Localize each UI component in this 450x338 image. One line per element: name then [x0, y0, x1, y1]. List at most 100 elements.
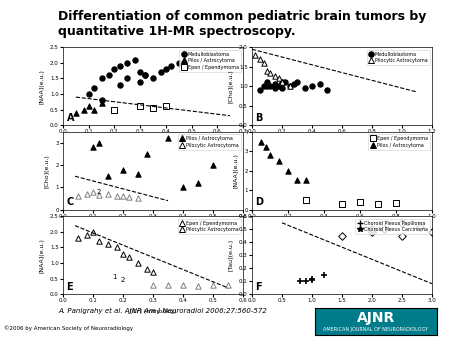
Point [126, 254, 133, 260]
Point [95, 239, 103, 244]
Y-axis label: [NAA](e.u.): [NAA](e.u.) [40, 69, 45, 104]
Text: B: B [256, 113, 263, 123]
Point [266, 70, 274, 75]
Point [356, 199, 364, 204]
X-axis label: [Tau] (mmol/kg): [Tau] (mmol/kg) [128, 140, 178, 145]
Point [263, 145, 270, 150]
Point [167, 63, 175, 69]
Text: 1: 1 [112, 274, 116, 280]
Point [85, 104, 92, 109]
Point [416, 224, 423, 230]
Point [392, 200, 400, 206]
Point [271, 74, 278, 79]
Point [263, 68, 270, 73]
Point [124, 60, 131, 66]
Point [275, 76, 283, 81]
Point [428, 229, 436, 235]
Point [85, 91, 92, 97]
Point [293, 178, 301, 183]
Text: AMERICAN JOURNAL OF NEURORADIOLOGY: AMERICAN JOURNAL OF NEURORADIOLOGY [323, 327, 428, 332]
Point [119, 167, 126, 172]
Point [308, 83, 315, 89]
Point [111, 107, 118, 112]
Point [338, 233, 346, 239]
Point [263, 80, 270, 85]
X-axis label: Cho/Cr(e.u.): Cho/Cr(e.u.) [323, 309, 361, 314]
Point [261, 60, 268, 66]
Point [209, 163, 216, 168]
Point [72, 110, 80, 115]
Text: AJNR: AJNR [356, 311, 395, 325]
Point [261, 83, 268, 89]
Point [266, 152, 274, 158]
Point [98, 97, 105, 103]
Point [74, 194, 81, 199]
Point [104, 173, 112, 179]
Point [136, 79, 144, 84]
Point [95, 140, 103, 146]
Point [144, 151, 151, 157]
Point [142, 73, 149, 78]
Point [106, 73, 113, 78]
X-axis label: [Cr] (mmol/kg): [Cr] (mmol/kg) [130, 309, 176, 314]
Point [293, 80, 301, 85]
Point [209, 283, 216, 288]
Point [95, 192, 103, 198]
Point [157, 70, 164, 75]
Point [266, 83, 274, 89]
Point [83, 232, 90, 238]
Text: E: E [67, 282, 73, 292]
Legend: Medulloblastoma, Pilos / Astrocytoma, Epen / Ependymoma: Medulloblastoma, Pilos / Astrocytoma, Ep… [179, 50, 241, 72]
Point [135, 260, 142, 266]
Point [149, 76, 157, 81]
Point [144, 266, 151, 272]
Point [126, 195, 133, 200]
Text: ©2006 by American Society of Neuroradiology: ©2006 by American Society of Neuroradiol… [4, 325, 134, 331]
Y-axis label: [Tau](e.u.): [Tau](e.u.) [229, 239, 234, 271]
Point [74, 235, 81, 241]
Point [286, 83, 293, 89]
Point [113, 194, 121, 199]
Point [374, 201, 382, 207]
Point [286, 83, 293, 89]
Point [256, 56, 263, 62]
Point [119, 194, 126, 199]
Point [90, 189, 97, 194]
Point [302, 197, 310, 202]
Point [83, 191, 90, 197]
Point [290, 81, 297, 87]
Point [279, 86, 286, 91]
Point [116, 63, 123, 69]
Point [119, 251, 126, 256]
Text: A. Panigrahy et al. AJNR Am J Neuroradiol 2006;27:560-572: A. Panigrahy et al. AJNR Am J Neuroradio… [58, 308, 267, 314]
Point [136, 104, 144, 109]
Legend: Pilos / Astrocytoma, Pilocytic Astrocytoma: Pilos / Astrocytoma, Pilocytic Astrocyto… [178, 134, 241, 150]
Point [398, 220, 405, 225]
Legend: Epen / Ependymoma, Pilos / Astrocytoma: Epen / Ependymoma, Pilos / Astrocytoma [368, 134, 430, 150]
Point [164, 282, 171, 287]
Point [136, 70, 144, 75]
Point [104, 191, 112, 197]
Y-axis label: [Cho](e.u.): [Cho](e.u.) [229, 69, 234, 103]
Legend: Epen / Ependymoma, Pilocytic Astrocytoma: Epen / Ependymoma, Pilocytic Astrocytoma [178, 219, 241, 234]
Point [80, 107, 87, 112]
Point [131, 57, 139, 63]
Point [324, 87, 331, 93]
Point [180, 185, 187, 190]
Point [252, 52, 259, 58]
Point [98, 76, 105, 81]
Point [149, 282, 157, 287]
Point [194, 284, 202, 289]
Point [90, 145, 97, 150]
Point [316, 81, 323, 87]
Point [225, 282, 232, 287]
Point [90, 107, 98, 112]
Legend: Medulloblastoma, Pilocytic Astrocytoma: Medulloblastoma, Pilocytic Astrocytoma [367, 50, 430, 65]
Point [271, 81, 278, 87]
Point [380, 226, 387, 232]
Point [284, 168, 292, 173]
Point [369, 226, 376, 232]
Point [104, 242, 112, 247]
X-axis label: [Cr] (mmol/kg): [Cr] (mmol/kg) [130, 224, 176, 229]
Text: 2: 2 [97, 189, 101, 195]
